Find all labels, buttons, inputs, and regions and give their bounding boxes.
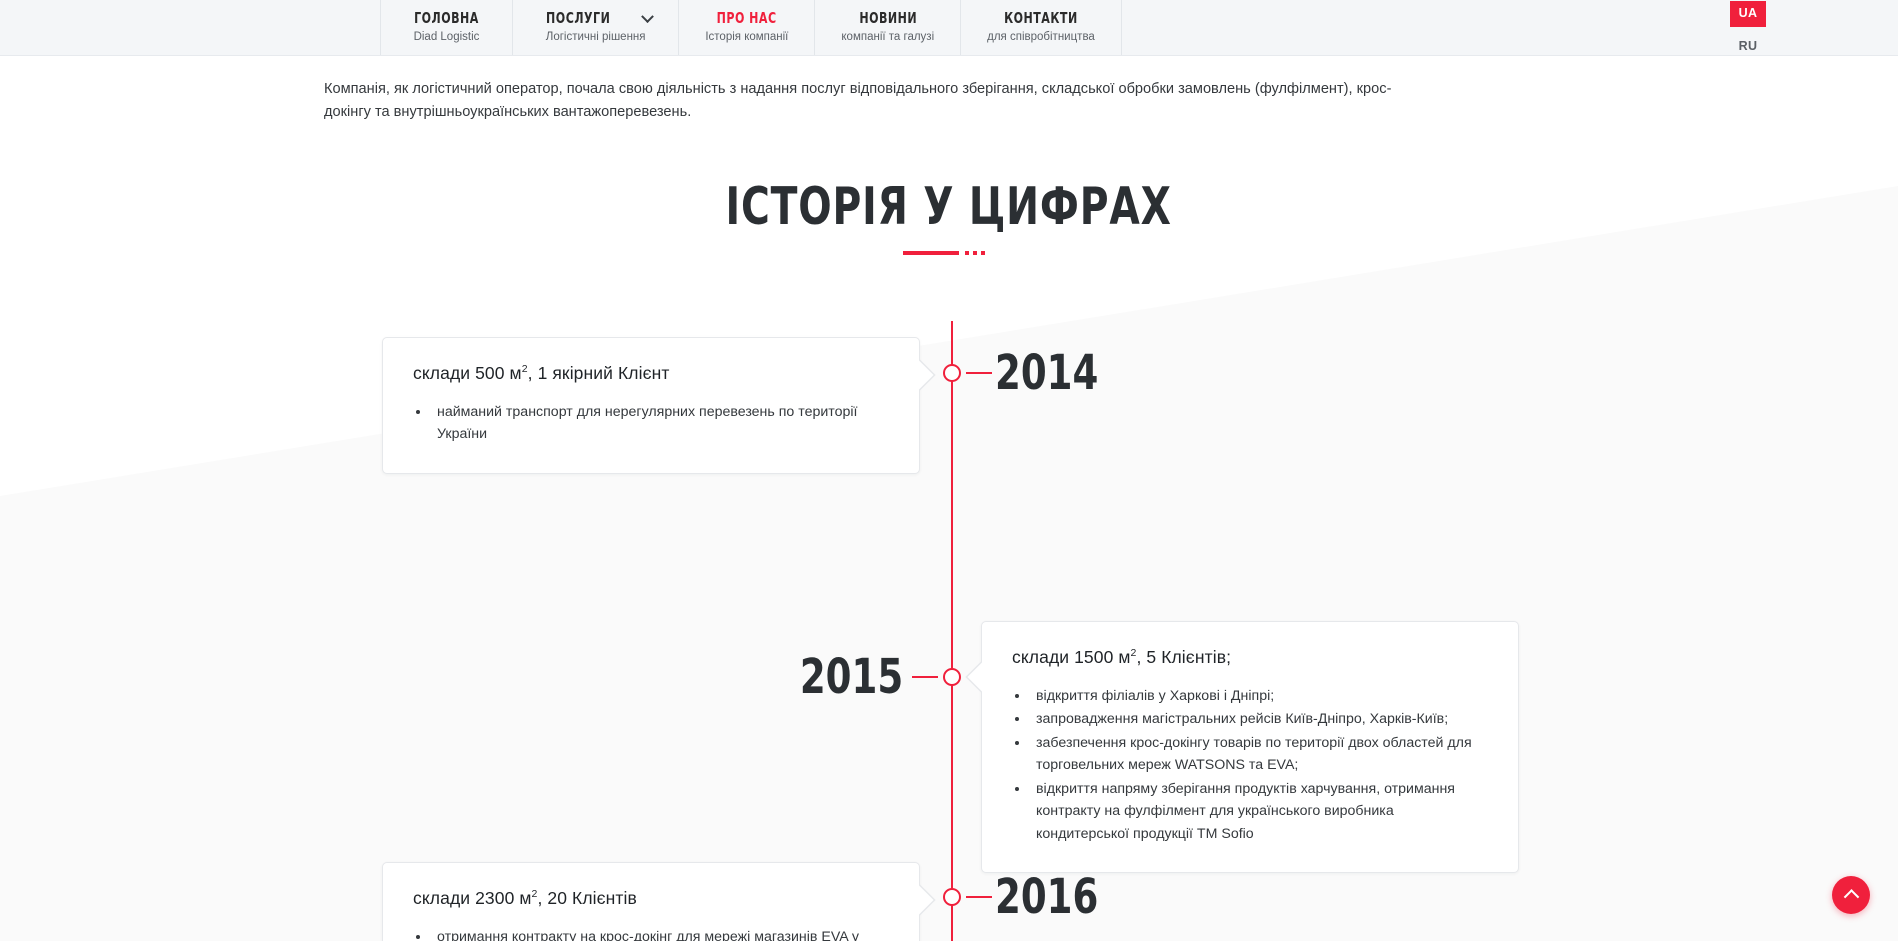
scroll-to-top-button[interactable] — [1832, 876, 1870, 914]
nav-item-news-titlerow: НОВИНИ — [853, 9, 924, 28]
nav-item-about[interactable]: ПРО НАС Історія компанії — [678, 0, 814, 55]
title-decoration-dots — [965, 251, 985, 256]
nav-item-contacts-titlerow: КОНТАКТИ — [996, 9, 1086, 28]
title-decoration-bar — [903, 251, 959, 256]
timeline-card-list-2015: відкриття філіалів у Харкові і Дніпрі; з… — [1030, 685, 1488, 845]
timeline-dot-2016 — [943, 888, 961, 907]
list-item: відкриття напряму зберігання продуктів х… — [1030, 778, 1488, 845]
nav-item-about-title: ПРО НАС — [716, 9, 777, 28]
card-title-rest-2015: , 5 Клієнтів; — [1136, 647, 1232, 668]
nav-item-contacts[interactable]: КОНТАКТИ для співробітництва — [960, 0, 1122, 55]
list-item: забезпечення крос-докінгу товарів по тер… — [1030, 732, 1488, 777]
page-title: ІСТОРІЯ У ЦИФРАХ — [725, 177, 1173, 238]
nav-item-services[interactable]: ПОСЛУГИ Логістичні рішення — [511, 0, 678, 55]
title-dot-3 — [981, 251, 985, 256]
timeline-axis — [951, 321, 953, 941]
card-title-main-2014: склади 500 м — [413, 363, 522, 384]
timeline-marker-2014[interactable] — [936, 357, 992, 389]
timeline-card-title-2014: склади 500 м2, 1 якірний Клієнт — [413, 362, 889, 385]
nav-item-contacts-title: КОНТАКТИ — [1004, 9, 1078, 28]
card-title-main-2016: склади 2300 м — [413, 888, 532, 909]
language-switcher: UA RU — [1598, 0, 1898, 55]
timeline-dot-2014 — [943, 364, 961, 383]
timeline-year-2014: 2014 — [995, 345, 1099, 402]
nav-item-about-titlerow: ПРО НАС — [710, 9, 783, 28]
card-notch-fill-2014 — [902, 359, 934, 391]
timeline-card-title-2015: склади 1500 м2, 5 Клієнтів; — [1012, 646, 1488, 669]
history-timeline: 2014 склади 500 м2, 1 якірний Клієнт най… — [0, 321, 1898, 941]
list-item: запровадження магістральних рейсів Київ-… — [1030, 708, 1488, 730]
nav-item-news-title: НОВИНИ — [858, 9, 917, 28]
timeline-card-title-2016: склади 2300 м2, 20 Клієнтів — [413, 887, 889, 910]
card-title-rest-2014: , 1 якірний Клієнт — [527, 363, 670, 384]
nav-item-home-titlerow: ГОЛОВНА — [407, 9, 486, 28]
nav-item-contacts-subtitle: для співробітництва — [987, 30, 1095, 43]
timeline-marker-2016[interactable] — [936, 881, 992, 913]
timeline-year-2015: 2015 — [799, 649, 903, 706]
timeline-year-2016: 2016 — [995, 869, 1099, 926]
card-title-rest-2016: , 20 Клієнтів — [537, 888, 637, 909]
title-decoration — [903, 251, 995, 256]
list-item: відкриття філіалів у Харкові і Дніпрі; — [1030, 685, 1488, 707]
list-item: отримання контракту на крос-докінг для м… — [431, 926, 889, 941]
card-notch-fill-2015 — [967, 661, 999, 693]
nav-item-home-title: ГОЛОВНА — [414, 9, 479, 28]
timeline-card-list-2014: найманий транспорт для нерегулярних пере… — [431, 401, 889, 446]
top-navigation-bar: ГОЛОВНА Diad Logistic ПОСЛУГИ Логістичні… — [0, 0, 1898, 56]
timeline-marker-2015[interactable] — [912, 661, 968, 693]
timeline-stub-2016 — [966, 896, 992, 899]
language-option-ua[interactable]: UA — [1729, 1, 1767, 27]
page-content: Компанія, як логістичний оператор, почал… — [0, 78, 1898, 941]
nav-item-about-subtitle: Історія компанії — [705, 30, 789, 43]
card-notch-fill-2016 — [902, 884, 934, 916]
nav-item-home-subtitle: Diad Logistic — [413, 30, 480, 43]
nav-item-services-title: ПОСЛУГИ — [546, 9, 611, 28]
main-menu: ГОЛОВНА Diad Logistic ПОСЛУГИ Логістичні… — [380, 0, 1122, 55]
timeline-card-2016: склади 2300 м2, 20 Клієнтів отримання ко… — [382, 862, 936, 941]
timeline-card-2014: склади 500 м2, 1 якірний Клієнт найманий… — [382, 337, 936, 474]
timeline-card-list-2016: отримання контракту на крос-докінг для м… — [431, 926, 889, 941]
card-title-main-2015: склади 1500 м — [1012, 647, 1131, 668]
language-option-ru[interactable]: RU — [1738, 38, 1758, 53]
nav-item-services-titlerow: ПОСЛУГИ — [539, 9, 655, 28]
chevron-up-icon — [1843, 888, 1859, 905]
list-item: найманий транспорт для нерегулярних пере… — [431, 401, 889, 446]
nav-item-news-subtitle: компанії та галузі — [841, 30, 935, 43]
chevron-down-icon[interactable] — [641, 9, 655, 23]
title-dot-2 — [973, 251, 977, 256]
nav-item-home[interactable]: ГОЛОВНА Diad Logistic — [380, 0, 512, 55]
intro-paragraph: Компанія, як логістичний оператор, почал… — [324, 81, 1392, 120]
timeline-stub-2014 — [966, 372, 992, 375]
nav-item-news[interactable]: НОВИНИ компанії та галузі — [814, 0, 960, 55]
title-dot-1 — [965, 251, 969, 256]
nav-left-spacer — [0, 0, 380, 55]
timeline-card-2015: склади 1500 м2, 5 Клієнтів; відкриття фі… — [965, 621, 1519, 874]
timeline-stub-2015 — [912, 676, 938, 679]
timeline-dot-2015 — [943, 668, 961, 687]
section-heading-block: ІСТОРІЯ У ЦИФРАХ — [0, 177, 1898, 256]
nav-item-services-subtitle: Логістичні рішення — [545, 30, 646, 43]
